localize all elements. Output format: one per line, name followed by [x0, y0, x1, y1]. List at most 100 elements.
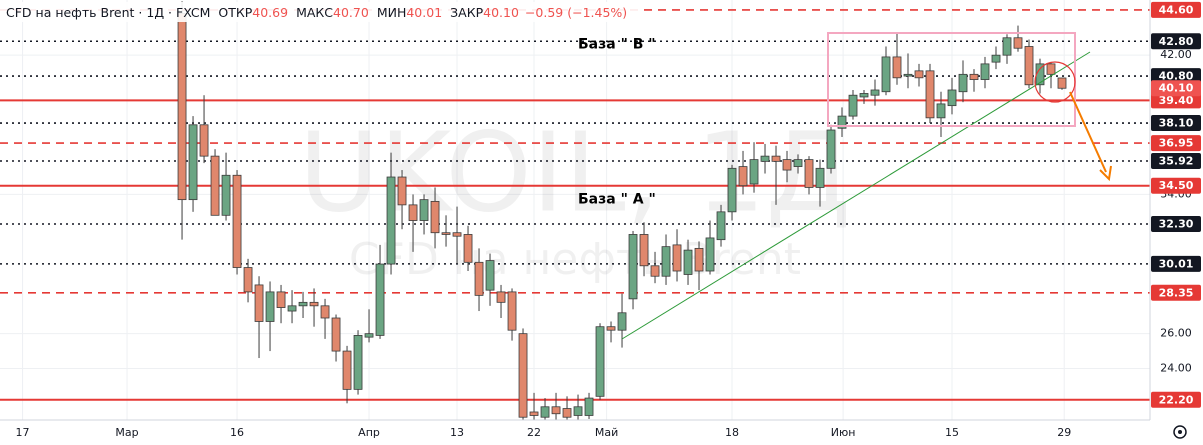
- level-label: 44.60: [1159, 3, 1194, 16]
- y-tick-label: 24.00: [1160, 361, 1192, 374]
- candle-body: [1013, 37, 1023, 49]
- candle-body: [947, 89, 957, 107]
- candle-body: [903, 73, 913, 77]
- annotations-layer: База " В " База " А ": [578, 37, 656, 208]
- candle-body: [628, 234, 638, 300]
- candle-body: [749, 159, 759, 185]
- candle-body: [991, 54, 1001, 63]
- candle-body: [386, 176, 396, 265]
- level-label: 28.35: [1159, 286, 1194, 299]
- candle-body: [848, 94, 858, 117]
- candle-body: [419, 199, 429, 221]
- arrow-head: [1099, 165, 1112, 182]
- candles-layer: [177, 1, 1067, 420]
- candle-body: [837, 115, 847, 129]
- settings-button[interactable]: [1173, 425, 1187, 439]
- settings-icon-center: [1178, 430, 1182, 434]
- annotation: База " В ": [578, 37, 656, 53]
- watermark: UKOIL, 1Д: [299, 108, 852, 236]
- candle-body: [595, 326, 605, 397]
- x-tick-label: 17: [16, 426, 30, 439]
- level-label-bg: [1151, 1, 1201, 18]
- candle-body: [507, 291, 517, 331]
- level-label: 38.10: [1159, 117, 1194, 130]
- candle-body: [661, 246, 671, 277]
- candle-body: [892, 56, 902, 79]
- candle-body: [232, 174, 242, 268]
- header-bg: [0, 2, 640, 22]
- candle-body: [375, 263, 385, 336]
- level-label-bg: [1151, 177, 1201, 194]
- candle-body: [639, 234, 649, 267]
- candle-body: [804, 159, 814, 188]
- candle-body: [936, 103, 946, 119]
- candle-body: [430, 200, 440, 234]
- candle-body: [463, 234, 473, 263]
- candle-body: [694, 247, 704, 272]
- candle-body: [793, 159, 803, 167]
- candle-body: [221, 174, 231, 216]
- candle-body: [815, 167, 825, 188]
- candle-body: [496, 291, 506, 303]
- candle-body: [474, 261, 484, 296]
- candle-body: [650, 265, 660, 277]
- candle-body: [826, 129, 836, 169]
- y-tick-label: 42.00: [1160, 48, 1192, 61]
- last-price-label: 40.10: [1159, 82, 1194, 95]
- candle-body: [177, 13, 187, 201]
- last-price-bg: [1151, 80, 1201, 97]
- candle-body: [342, 350, 352, 390]
- ohlc-label: МАКС: [296, 5, 333, 20]
- header: CFD на нефть Brent · 1Д · FXCM ОТКР40.69 М…: [0, 2, 640, 22]
- candle-body: [705, 237, 715, 272]
- level-label: 32.30: [1159, 218, 1194, 231]
- level-label-bg: [1151, 92, 1201, 109]
- ohlc-value: 40.10: [483, 5, 519, 20]
- watermark-subtitle: CFD на нефть Brent: [349, 234, 801, 285]
- x-tick-label: 29: [1057, 426, 1071, 439]
- candle-body: [529, 411, 539, 416]
- candle-body: [969, 73, 979, 80]
- candle-body: [727, 167, 737, 213]
- level-label: 22.20: [1159, 393, 1194, 406]
- x-tick-label: 13: [450, 426, 464, 439]
- level-label-bg: [1151, 216, 1201, 233]
- candle-body: [716, 211, 726, 241]
- candle-body: [210, 155, 220, 216]
- x-tick-label: Мар: [115, 426, 138, 439]
- candle-body: [617, 312, 627, 331]
- level-label-bg: [1151, 68, 1201, 85]
- settings-icon[interactable]: [1173, 425, 1187, 439]
- candle-body: [738, 166, 748, 187]
- x-tick-label: 15: [945, 426, 959, 439]
- header-text: CFD на нефть Brent · 1Д · FXCM ОТКР40.69 М…: [6, 5, 627, 20]
- x-tick-label: 16: [230, 426, 244, 439]
- candle-body: [265, 291, 275, 322]
- annotation: База " А ": [578, 192, 656, 208]
- level-label: 34.50: [1159, 179, 1194, 192]
- level-label-bg: [1151, 391, 1201, 408]
- candle-body: [573, 406, 583, 416]
- candle-body: [353, 335, 363, 390]
- candle-body: [1002, 37, 1012, 56]
- candle-body: [925, 70, 935, 119]
- level-label: 42.80: [1159, 35, 1194, 48]
- candle-body: [584, 397, 594, 416]
- candle-body: [540, 406, 550, 418]
- candle-body: [606, 326, 616, 331]
- candle-body: [309, 301, 319, 307]
- candle-body: [287, 305, 297, 312]
- candle-body: [1035, 63, 1045, 86]
- level-label: 36.95: [1159, 137, 1194, 150]
- candle-body: [914, 70, 924, 79]
- x-tick-label: Июн: [831, 426, 856, 439]
- header-change: −0.59 (−1.45%): [525, 5, 627, 20]
- candle-body: [870, 89, 880, 96]
- candle-body: [199, 124, 209, 157]
- candle-body: [782, 159, 792, 171]
- candle-body: [1057, 77, 1067, 89]
- ohlc-value: 40.69: [252, 5, 288, 20]
- level-label-bg: [1151, 135, 1201, 152]
- candle-body: [980, 63, 990, 80]
